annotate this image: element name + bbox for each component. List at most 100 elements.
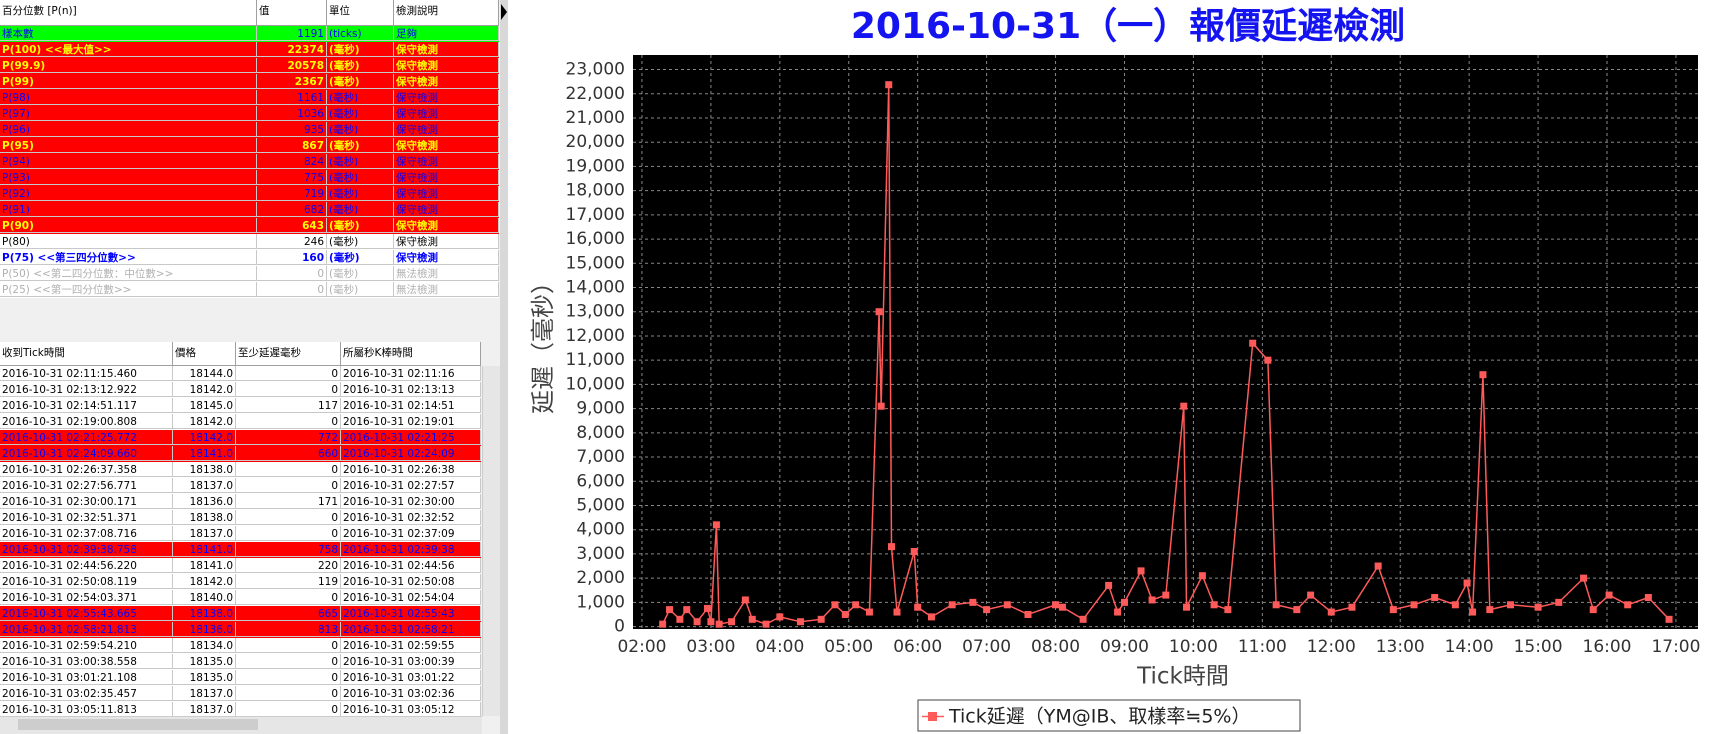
table-cell: 758 [236,542,341,557]
table-cell: 無法檢測 [394,266,499,281]
data-point [1003,601,1011,609]
table-cell: 保守檢測 [394,74,499,89]
table-cell: P(80) [0,234,257,249]
data-point [969,598,977,606]
x-tick-label: 10:00 [1169,637,1218,657]
data-point [1605,591,1613,599]
data-point [1137,567,1145,575]
table-cell: 2016-10-31 02:14:51.117 [0,398,173,413]
table-cell: 1191 [257,26,327,41]
table-row: P(97) 1036 (毫秒) 保守檢測 [0,106,499,122]
table-cell: P(91) [0,202,257,217]
data-point [1463,579,1471,587]
table-row: P(99) 2367 (毫秒) 保守檢測 [0,74,499,90]
data-point [1210,601,1218,609]
table-cell: 保守檢測 [394,42,499,57]
table-cell: 2016-10-31 02:27:56.771 [0,478,173,493]
table-row: P(25) <<第一四分位數>> 0 (毫秒) 無法檢測 [0,282,499,298]
table-cell: (毫秒) [327,250,394,265]
data-point [1665,615,1673,623]
chart: 2016-10-31（一）報價延遲檢測 延遲（毫秒） Tick時間 0 1,000… [529,5,1700,732]
table-cell: 18145.0 [173,398,236,413]
splitter[interactable] [500,0,508,734]
y-tick-label: 22,000 [566,84,625,104]
table-row: 2016-10-31 03:01:21.108 18135.0 0 2016-10-3… [0,670,481,686]
table-cell: 2016-10-31 02:30:00.171 [0,494,173,509]
table-cell: 18141.0 [173,542,236,557]
table-cell: 保守檢測 [394,234,499,249]
table-cell: 2016-10-31 02:58:21 [341,622,481,637]
table-cell: 682 [257,202,327,217]
data-point [659,620,667,628]
data-point [852,601,860,609]
table-cell: 2016-10-31 02:37:08.716 [0,526,173,541]
table-row: 2016-10-31 02:19:00.808 18142.0 0 2016-10-3… [0,414,481,430]
x-tick-label: 17:00 [1651,637,1700,657]
table-cell: 2016-10-31 02:39:38.758 [0,542,173,557]
table-cell: 0 [236,638,341,653]
table-cell: 保守檢測 [394,202,499,217]
table-cell: 18142.0 [173,574,236,589]
x-tick-label: 11:00 [1238,637,1287,657]
table-cell: P(97) [0,106,257,121]
data-point [1293,606,1301,614]
table-cell: 18137.0 [173,702,236,717]
legend-label: Tick延遲（YM@IB、取樣率≒5%） [948,706,1250,728]
data-point [1079,615,1087,623]
table-row: 2016-10-31 02:30:00.171 18136.0 171 2016-10… [0,494,481,510]
table-row: P(92) 719 (毫秒) 保守檢測 [0,186,499,202]
data-point [910,547,918,555]
data-point [1410,601,1418,609]
table-row: 2016-10-31 02:26:37.358 18138.0 0 2016-10-3… [0,462,481,478]
table-cell: 665 [236,606,341,621]
data-point [1479,371,1487,379]
table-cell: P(90) [0,218,257,233]
y-tick-label: 9,000 [576,399,625,419]
y-tick-label: 7,000 [576,447,625,467]
data-point [1224,606,1232,614]
vertical-scrollbar [482,366,500,716]
x-axis-label: Tick時間 [1136,664,1229,690]
data-point [1580,574,1588,582]
data-point [1105,581,1113,589]
table-cell: 719 [257,186,327,201]
table-cell: 117 [236,398,341,413]
data-point [1024,610,1032,618]
data-point [683,606,691,614]
data-point [1148,596,1156,604]
table-cell: (毫秒) [327,218,394,233]
table-cell: 0 [236,478,341,493]
x-tick-label: 08:00 [1031,637,1080,657]
table-cell: 22374 [257,42,327,57]
y-tick-label: 19,000 [566,156,625,176]
data-point [1052,601,1060,609]
data-point [707,618,715,626]
table-cell: P(100) <<最大值>> [0,42,257,57]
data-point [703,604,711,612]
data-point [1589,606,1597,614]
x-tick-label: 06:00 [893,637,942,657]
table-cell: 775 [257,170,327,185]
table-cell: P(98) [0,90,257,105]
table-cell: P(99) [0,74,257,89]
table-cell: 0 [236,686,341,701]
table-cell: 2016-10-31 02:44:56.220 [0,558,173,573]
table-cell: 2016-10-31 02:59:54.210 [0,638,173,653]
table-row: 2016-10-31 02:39:38.758 18141.0 758 2016-10… [0,542,481,558]
table-cell: 18136.0 [173,622,236,637]
table-cell: 119 [236,574,341,589]
table-header: 百分位數 [P(n)] 值單位 檢測說明 [0,0,499,26]
table-cell: 171 [236,494,341,509]
table-cell: 2016-10-31 02:37:09 [341,526,481,541]
table-row: P(99.9) 20578 (毫秒) 保守檢測 [0,58,499,74]
table-row: 2016-10-31 03:02:35.457 18137.0 0 2016-10-3… [0,686,481,702]
table-cell: 保守檢測 [394,250,499,265]
table-cell: 18137.0 [173,478,236,493]
table-row: 2016-10-31 02:21:25.772 18142.0 772 2016-10… [0,430,481,446]
data-point [1183,603,1191,611]
table-header: 收到Tick時間 價格 至少延遲毫秒 所屬秒K棒時間 [0,342,481,366]
table-cell: (毫秒) [327,58,394,73]
x-tick-label: 15:00 [1514,637,1563,657]
table-cell: 2016-10-31 03:05:12 [341,702,481,717]
y-tick-label: 6,000 [576,471,625,491]
